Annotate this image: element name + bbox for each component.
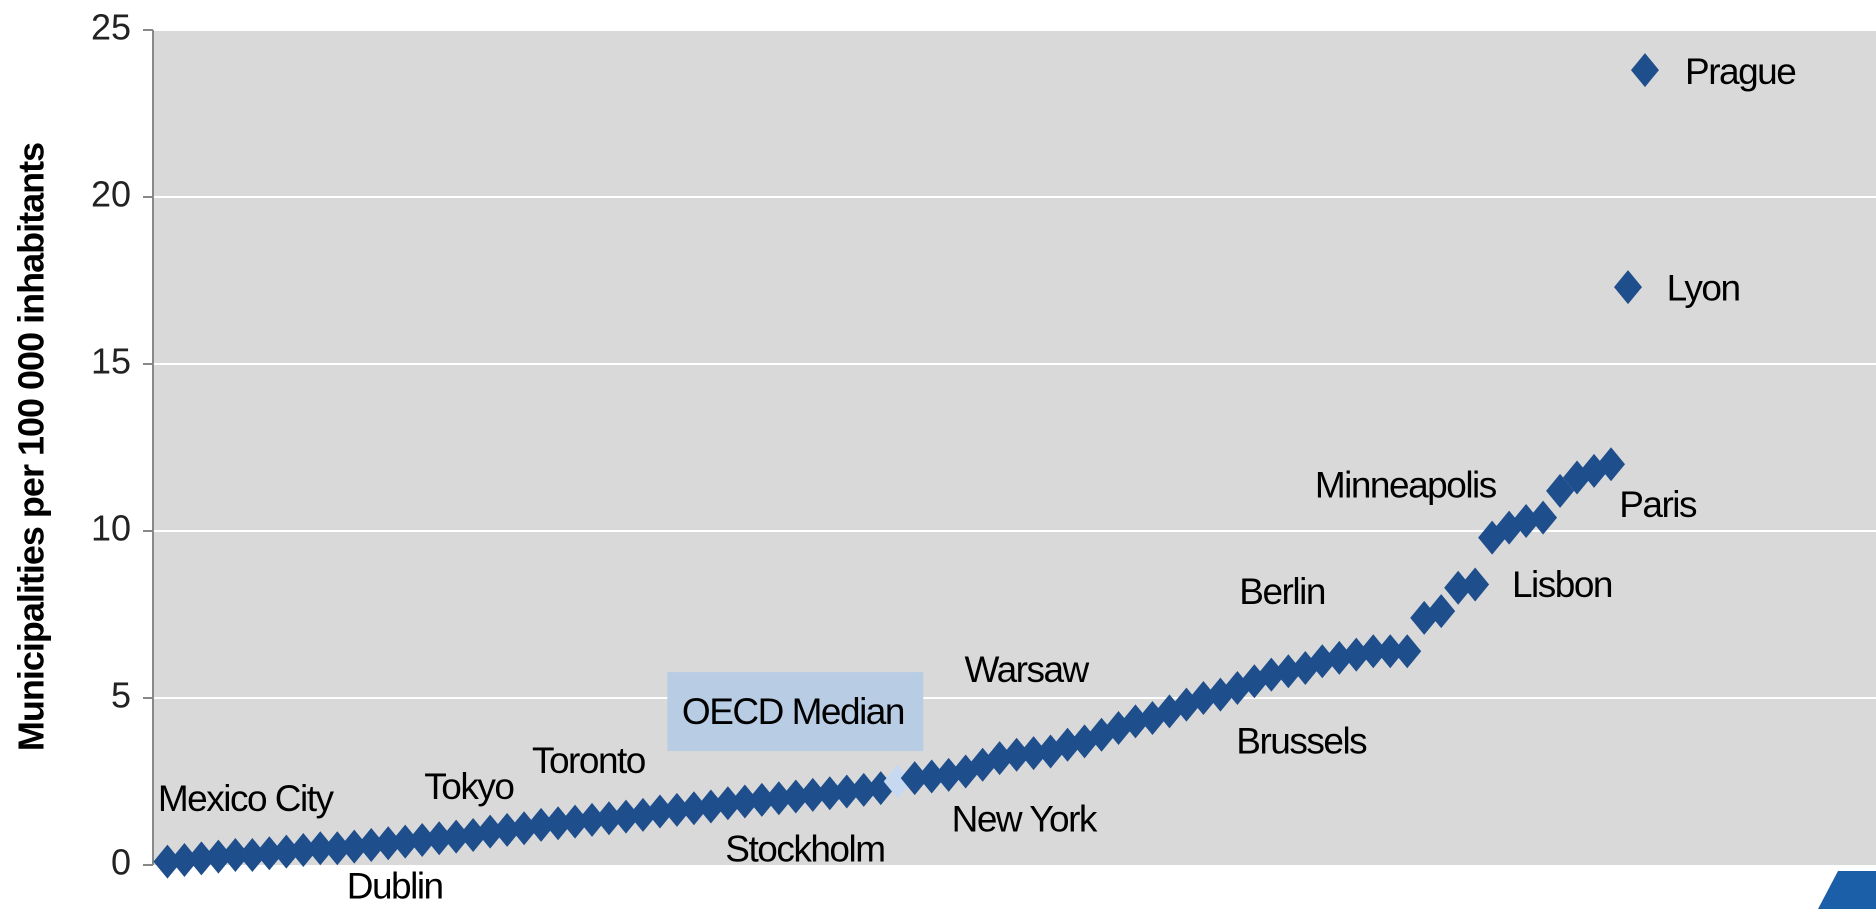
label-background [667, 672, 924, 752]
data-point [1053, 727, 1082, 762]
data-point [493, 812, 522, 847]
data-point [1359, 634, 1388, 669]
data-point [153, 844, 182, 879]
data-point [1002, 737, 1031, 772]
data-point [170, 842, 199, 877]
y-tick-label: 20 [91, 174, 131, 215]
data-point [187, 841, 216, 876]
data-point [442, 819, 471, 854]
data-point [204, 839, 233, 874]
data-point [459, 817, 488, 852]
data-point [1342, 637, 1371, 672]
data-point [561, 804, 590, 839]
data-point [815, 776, 844, 811]
data-point [1257, 657, 1286, 692]
data-point [1444, 570, 1473, 605]
data-point [357, 827, 386, 862]
point-label: OECD Median [682, 691, 904, 732]
data-point [1512, 503, 1541, 538]
y-tick-label: 0 [111, 842, 131, 883]
data-point [832, 774, 861, 809]
y-tick-label: 10 [91, 508, 131, 549]
data-point [1427, 594, 1456, 629]
data-point [510, 811, 539, 846]
point-label: Toronto [532, 740, 646, 781]
data-point [425, 821, 454, 856]
point-label: New York [952, 798, 1098, 839]
data-point [917, 759, 946, 794]
data-point [391, 824, 420, 859]
data-point [1630, 53, 1659, 88]
data-point [781, 779, 810, 814]
data-point [730, 784, 759, 819]
corner-decoration [1818, 871, 1876, 909]
data-point [985, 741, 1014, 776]
y-tick-label: 15 [91, 341, 131, 382]
point-label: Lyon [1667, 267, 1740, 308]
data-point [221, 837, 250, 872]
point-label: Paris [1619, 484, 1697, 525]
data-point [747, 782, 776, 817]
data-point [323, 831, 352, 866]
data-point [883, 764, 912, 799]
data-point [1019, 736, 1048, 771]
point-label: Minneapolis [1315, 465, 1497, 506]
data-point [849, 772, 878, 807]
point-label: Brussels [1236, 721, 1367, 762]
data-point [289, 832, 318, 867]
data-point [1461, 567, 1490, 602]
data-point [679, 791, 708, 826]
data-point [544, 806, 573, 841]
data-point [900, 761, 929, 796]
data-point [272, 834, 301, 869]
y-axis-title: Municipalities per 100 000 inhabitants [11, 143, 52, 751]
data-point [238, 837, 267, 872]
data-point [1597, 447, 1626, 482]
y-tick-label: 5 [111, 675, 131, 716]
data-point [255, 836, 284, 871]
data-point [1121, 704, 1150, 739]
data-point [645, 794, 674, 829]
data-point [798, 777, 827, 812]
data-point [1274, 654, 1303, 689]
data-point [1495, 510, 1524, 545]
data-point [1376, 634, 1405, 669]
plot-area [153, 30, 1876, 865]
data-point [662, 792, 691, 827]
data-point [340, 829, 369, 864]
point-label: Dublin [347, 865, 443, 906]
data-point [696, 789, 725, 824]
data-point [1393, 634, 1422, 669]
data-point [713, 786, 742, 821]
data-point [306, 831, 335, 866]
point-label: Prague [1685, 51, 1795, 92]
data-point [764, 781, 793, 816]
data-point [1308, 644, 1337, 679]
data-point [628, 797, 657, 832]
point-label: Berlin [1239, 571, 1325, 612]
data-point [1189, 681, 1218, 715]
data-point [476, 814, 505, 849]
data-point [934, 757, 963, 792]
point-label: Stockholm [725, 828, 884, 869]
point-label: Tokyo [424, 766, 514, 807]
data-point [527, 807, 556, 842]
data-point [595, 801, 624, 836]
data-point [374, 826, 403, 861]
data-point [1613, 270, 1642, 305]
data-point [1325, 640, 1354, 675]
data-point [1529, 500, 1558, 535]
point-label: Lisbon [1512, 564, 1612, 605]
data-point [611, 799, 640, 834]
point-label: Warsaw [965, 649, 1090, 690]
y-tick-label: 25 [91, 7, 131, 48]
data-point [408, 822, 437, 857]
point-label: Mexico City [158, 778, 335, 819]
data-point [578, 802, 607, 837]
